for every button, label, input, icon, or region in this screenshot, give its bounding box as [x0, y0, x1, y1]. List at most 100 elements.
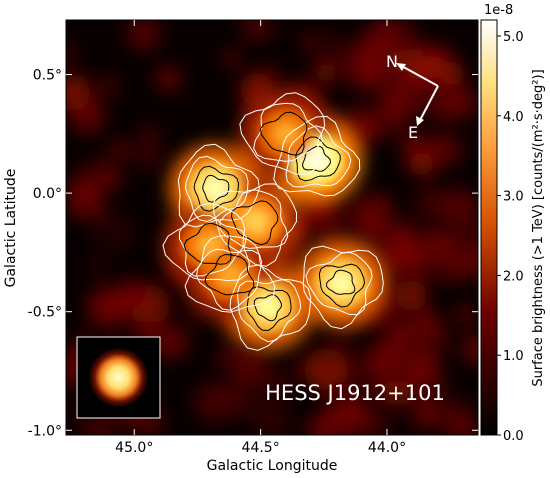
colorbar-tick-label: 2.0 [503, 269, 524, 284]
contour-line [302, 245, 384, 330]
significance-contours [162, 92, 384, 351]
diffuse-blob [234, 350, 266, 382]
emission-peak [242, 209, 269, 234]
colorbar-tick-label: 5.0 [503, 30, 524, 45]
diffuse-blob [441, 62, 466, 86]
diffuse-blob [422, 228, 457, 262]
diffuse-blob [402, 133, 419, 150]
emission-peak [303, 147, 330, 172]
diffuse-blob [223, 49, 240, 67]
diffuse-blob [94, 74, 120, 99]
emission-peak [255, 294, 282, 319]
emission-peak [272, 121, 299, 146]
contour-line [219, 189, 289, 249]
emission-peak [217, 264, 244, 289]
diffuse-blob [356, 28, 390, 63]
diffuse-blob [382, 221, 422, 261]
diffuse-blob [193, 381, 234, 423]
x-tick-label: 44.5° [242, 440, 280, 456]
diffuse-blob [411, 404, 437, 430]
colorbar-tick-label: 4.0 [503, 110, 524, 125]
diffuse-blob [330, 333, 351, 354]
contour-line [184, 235, 276, 313]
contour-line [239, 92, 326, 176]
diffuse-blob [461, 335, 478, 364]
diffuse-blob [382, 376, 413, 407]
source-name-label: HESS J1912+101 [265, 381, 445, 405]
contour-line [202, 174, 230, 203]
north-arrowhead-icon [396, 63, 406, 71]
diffuse-blob [260, 375, 279, 394]
colorbar: 0.0 1.0 2.0 3.0 4.0 5.0 1e-8 Surface brightne… [480, 3, 546, 444]
diffuse-blob [344, 103, 368, 127]
diffuse-blob [104, 169, 123, 189]
contour-line [285, 125, 352, 188]
diffuse-blob [156, 66, 182, 92]
contour-line [196, 248, 263, 311]
diffuse-blob [66, 179, 106, 220]
y-axis-label: Galactic Latitude [3, 169, 19, 288]
diffuse-blob [217, 346, 240, 369]
emission-peak [202, 176, 229, 201]
diffuse-blob [395, 279, 427, 311]
north-arrow [397, 63, 439, 87]
diffuse-blob [409, 151, 434, 177]
contour-line [193, 165, 240, 212]
x-tick-label: 44.0° [368, 440, 406, 456]
y-tick-label: -0.5° [28, 305, 62, 321]
diffuse-blob [406, 81, 439, 114]
colorbar-tick-label: 0.0 [503, 429, 524, 444]
contour-line [213, 183, 298, 267]
diffuse-blob [111, 141, 129, 158]
diffuse-blob [66, 73, 91, 112]
colorbar-label: Surface brightness (>1 TeV) [counts/(m²·… [531, 69, 546, 386]
diffuse-blob [455, 221, 478, 253]
diffuse-blob [304, 347, 349, 392]
x-axis-ticks: 45.0° 44.5° 44.0° [115, 20, 406, 456]
contour-line [230, 200, 279, 246]
diffuse-blob [250, 400, 293, 435]
east-arrowhead-icon [416, 116, 424, 126]
contour-line [183, 222, 232, 265]
diffuse-blob [411, 308, 441, 337]
contour-line [326, 269, 356, 295]
contour-line [229, 264, 312, 351]
diffuse-blob [325, 394, 369, 435]
contour-line [260, 111, 308, 156]
diffuse-blob [66, 42, 77, 64]
y-tick-label: -1.0° [28, 423, 62, 439]
contour-line [177, 143, 260, 228]
contour-line [178, 214, 247, 277]
east-arrow [417, 85, 439, 125]
diffuse-blob [368, 340, 404, 376]
diffuse-blob [456, 305, 473, 323]
diffuse-blob [327, 382, 349, 404]
contour-line [295, 136, 341, 182]
psf-inset [76, 336, 161, 419]
diffuse-blob [392, 326, 410, 345]
contour-line [253, 294, 283, 322]
compass-east-label: E [408, 123, 418, 142]
diffuse-blob [134, 140, 164, 170]
contour-line [162, 202, 250, 282]
diffuse-blob [440, 188, 478, 227]
diffuse-blob [315, 62, 338, 84]
compass-north-label: N [386, 52, 398, 71]
diffuse-blob [126, 20, 161, 51]
y-tick-label: 0.0° [33, 186, 62, 202]
x-tick-label: 45.0° [115, 440, 153, 456]
diffuse-blob [446, 135, 466, 155]
diffuse-blob [414, 186, 449, 220]
colorbar-scale [480, 19, 498, 436]
y-tick-label: 0.5° [33, 68, 62, 84]
psf-profile [88, 347, 149, 408]
y-axis-ticks: 0.5° 0.0° -0.5° -1.0° [28, 68, 478, 439]
colorbar-multiplier: 1e-8 [484, 3, 513, 18]
plot-frame [65, 19, 479, 436]
diffuse-blob [138, 123, 161, 147]
contour-line [204, 254, 255, 296]
contour-line [318, 263, 366, 308]
diffuse-blob [87, 294, 115, 322]
contour-line [253, 102, 323, 162]
